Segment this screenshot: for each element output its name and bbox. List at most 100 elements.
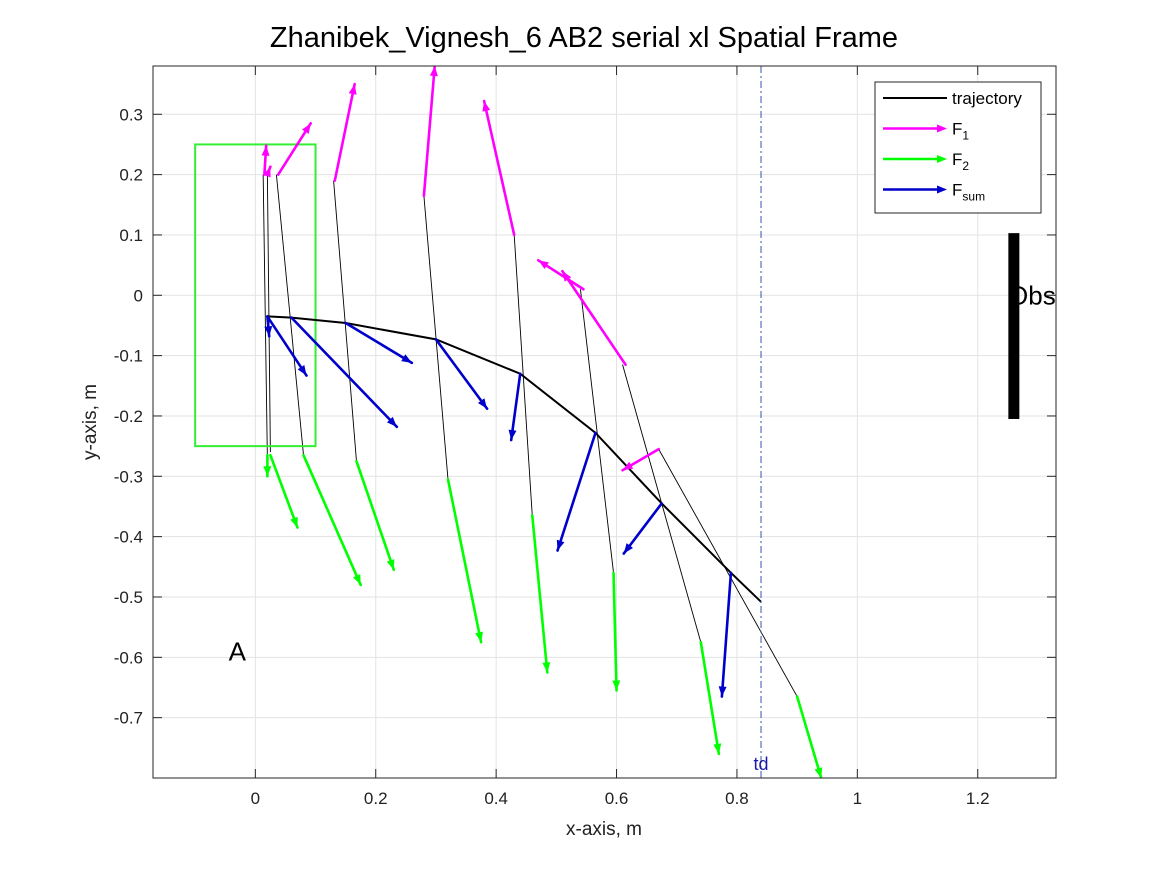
f1-arrow: [482, 99, 516, 237]
legend-label-subscript: 2: [962, 159, 969, 173]
legend-arrow-head: [937, 124, 947, 133]
f1-arrow: [333, 82, 357, 182]
f1-arrow-head: [482, 100, 491, 112]
fsum-arrow-shaft: [266, 315, 308, 377]
fsum-arrow-head: [401, 354, 412, 363]
y-tick-label: -0.1: [114, 347, 143, 366]
x-tick-label: 0.4: [484, 789, 508, 808]
f2-arrow-head: [352, 574, 361, 585]
f2-arrow-shaft: [269, 453, 299, 529]
f2-arrow-shaft: [795, 695, 823, 778]
f2-arrow: [612, 571, 621, 692]
fsum-arrow-head: [718, 686, 727, 697]
f2-arrow-head: [290, 516, 298, 528]
y-tick-label: -0.7: [114, 709, 143, 728]
rod-line: [333, 180, 357, 462]
f1-arrow-shaft: [333, 82, 356, 182]
legend-label: trajectory: [952, 89, 1022, 108]
axis-ticks: [153, 66, 1056, 778]
f1-arrow-head: [562, 271, 572, 282]
x-tick-label: 0.8: [725, 789, 749, 808]
f1-arrow-head: [301, 123, 311, 134]
f2-arrow-head: [612, 680, 621, 691]
f1-arrow-shaft: [422, 66, 437, 198]
x-tick-label: 0: [251, 789, 260, 808]
y-axis-label: y-axis, m: [80, 384, 101, 460]
f2-arrow: [269, 453, 299, 529]
f2-arrow: [699, 640, 722, 756]
f2-arrow-shaft: [612, 571, 618, 692]
f1-arrow-head: [348, 84, 357, 95]
f2-arrow-head: [475, 631, 484, 643]
y-tick-label: -0.2: [114, 407, 143, 426]
y-tick-label: 0: [134, 286, 143, 305]
f2-arrow: [263, 453, 272, 478]
f2-arrow-shaft: [530, 514, 549, 674]
f2-arrow: [795, 695, 823, 778]
f2-arrow-head: [814, 767, 823, 778]
f2-arrow: [355, 459, 396, 572]
legend-arrow-head: [937, 155, 947, 163]
fsum-arrow-shaft: [720, 571, 733, 698]
x-axis-label: x-axis, m: [566, 819, 642, 840]
f1-arrow-shaft: [276, 122, 313, 176]
x-tick-label: 1: [853, 789, 862, 808]
legend-entry: trajectory: [883, 89, 1022, 108]
f2-arrow: [446, 478, 484, 644]
fsum-arrow: [344, 321, 414, 365]
f2-arrow-head: [386, 559, 395, 570]
y-tick-label: 0.2: [119, 166, 143, 185]
annotation-a: A: [229, 636, 247, 666]
fsum-arrow-head: [508, 429, 517, 441]
f1-arrow: [261, 144, 270, 176]
f1-arrow: [422, 66, 438, 198]
fsum-arrow-head: [477, 398, 488, 409]
f1-arrow-head: [429, 66, 438, 77]
legend-label-subscript: sum: [962, 190, 985, 204]
fsum-arrow: [622, 502, 663, 555]
rod-line: [266, 174, 271, 453]
legend-box: [874, 81, 1042, 214]
f2-arrow-shaft: [699, 640, 721, 756]
fsum-arrow-shaft: [290, 316, 399, 429]
f1-arrow: [276, 122, 313, 176]
fsum-arrow-head: [264, 325, 273, 337]
legend-label-subscript: 1: [962, 129, 969, 143]
fsum-arrow-shaft: [556, 431, 597, 552]
rod-line: [658, 448, 798, 697]
f2-arrow: [530, 514, 551, 674]
f1-arrow-head: [622, 461, 634, 471]
f2-arrow-shaft: [446, 478, 483, 644]
fsum-arrow-shaft: [434, 338, 489, 411]
chart-title: Zhanibek_Vignesh_6 AB2 serial xl Spatial…: [270, 22, 898, 54]
fsum-arrow-head: [386, 416, 397, 427]
f1-arrow-head: [538, 260, 549, 270]
fsum-arrow-head: [556, 539, 565, 551]
f1-arrow: [561, 269, 627, 366]
x-tick-label: 1.2: [966, 789, 990, 808]
plot-content: [194, 66, 1020, 778]
x-tick-label: 0.6: [605, 789, 629, 808]
y-tick-label: 0.3: [119, 105, 143, 124]
rod-line: [579, 289, 614, 573]
f1-arrow: [536, 258, 585, 291]
f1-arrow: [621, 447, 660, 472]
y-tick-label: -0.5: [114, 588, 143, 607]
f2-arrow-head: [713, 743, 722, 754]
td-label: td: [754, 754, 769, 774]
tick-labels: 0 0.2 0.4 0.6 0.8 1 1.2 -0.7 -0.6 -0.5 -0.4 -0.3 -0.…: [114, 105, 990, 808]
f2-arrow-shaft: [355, 459, 396, 572]
fsum-arrow-shaft: [344, 321, 414, 365]
fsum-arrow-shaft: [622, 502, 663, 555]
fsum-arrow-head: [623, 543, 633, 554]
fsum-arrow: [434, 338, 489, 411]
fsum-arrow: [556, 431, 597, 552]
f2-arrow-head: [542, 662, 551, 673]
rod-line: [423, 195, 449, 480]
legend-arrow-head: [937, 185, 947, 194]
fsum-arrow: [266, 315, 308, 377]
plot-frame: [152, 65, 1057, 779]
rod-line: [275, 174, 304, 456]
